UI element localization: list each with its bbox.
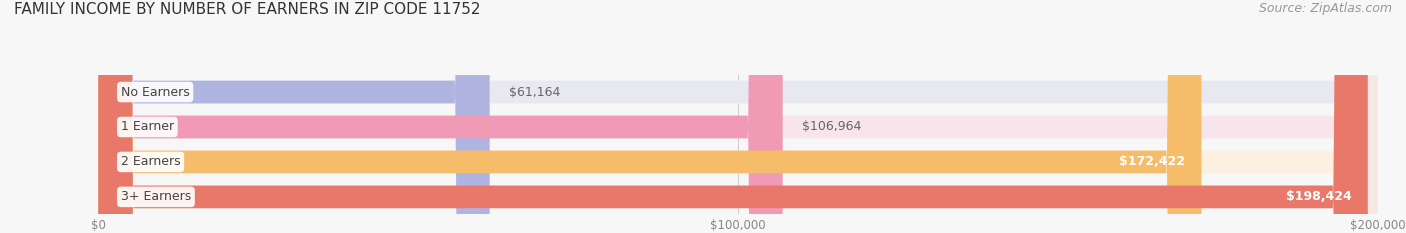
Text: $172,422: $172,422 bbox=[1119, 155, 1185, 168]
FancyBboxPatch shape bbox=[98, 0, 1202, 233]
Text: 1 Earner: 1 Earner bbox=[121, 120, 174, 134]
FancyBboxPatch shape bbox=[98, 0, 783, 233]
Text: 2 Earners: 2 Earners bbox=[121, 155, 180, 168]
Text: FAMILY INCOME BY NUMBER OF EARNERS IN ZIP CODE 11752: FAMILY INCOME BY NUMBER OF EARNERS IN ZI… bbox=[14, 2, 481, 17]
Text: $106,964: $106,964 bbox=[801, 120, 862, 134]
FancyBboxPatch shape bbox=[98, 0, 1378, 233]
FancyBboxPatch shape bbox=[98, 0, 1378, 233]
FancyBboxPatch shape bbox=[98, 0, 1378, 233]
FancyBboxPatch shape bbox=[98, 0, 489, 233]
Text: No Earners: No Earners bbox=[121, 86, 190, 99]
Text: $61,164: $61,164 bbox=[509, 86, 560, 99]
Text: $198,424: $198,424 bbox=[1286, 190, 1351, 203]
Text: 3+ Earners: 3+ Earners bbox=[121, 190, 191, 203]
FancyBboxPatch shape bbox=[98, 0, 1378, 233]
Text: Source: ZipAtlas.com: Source: ZipAtlas.com bbox=[1258, 2, 1392, 15]
FancyBboxPatch shape bbox=[98, 0, 1368, 233]
